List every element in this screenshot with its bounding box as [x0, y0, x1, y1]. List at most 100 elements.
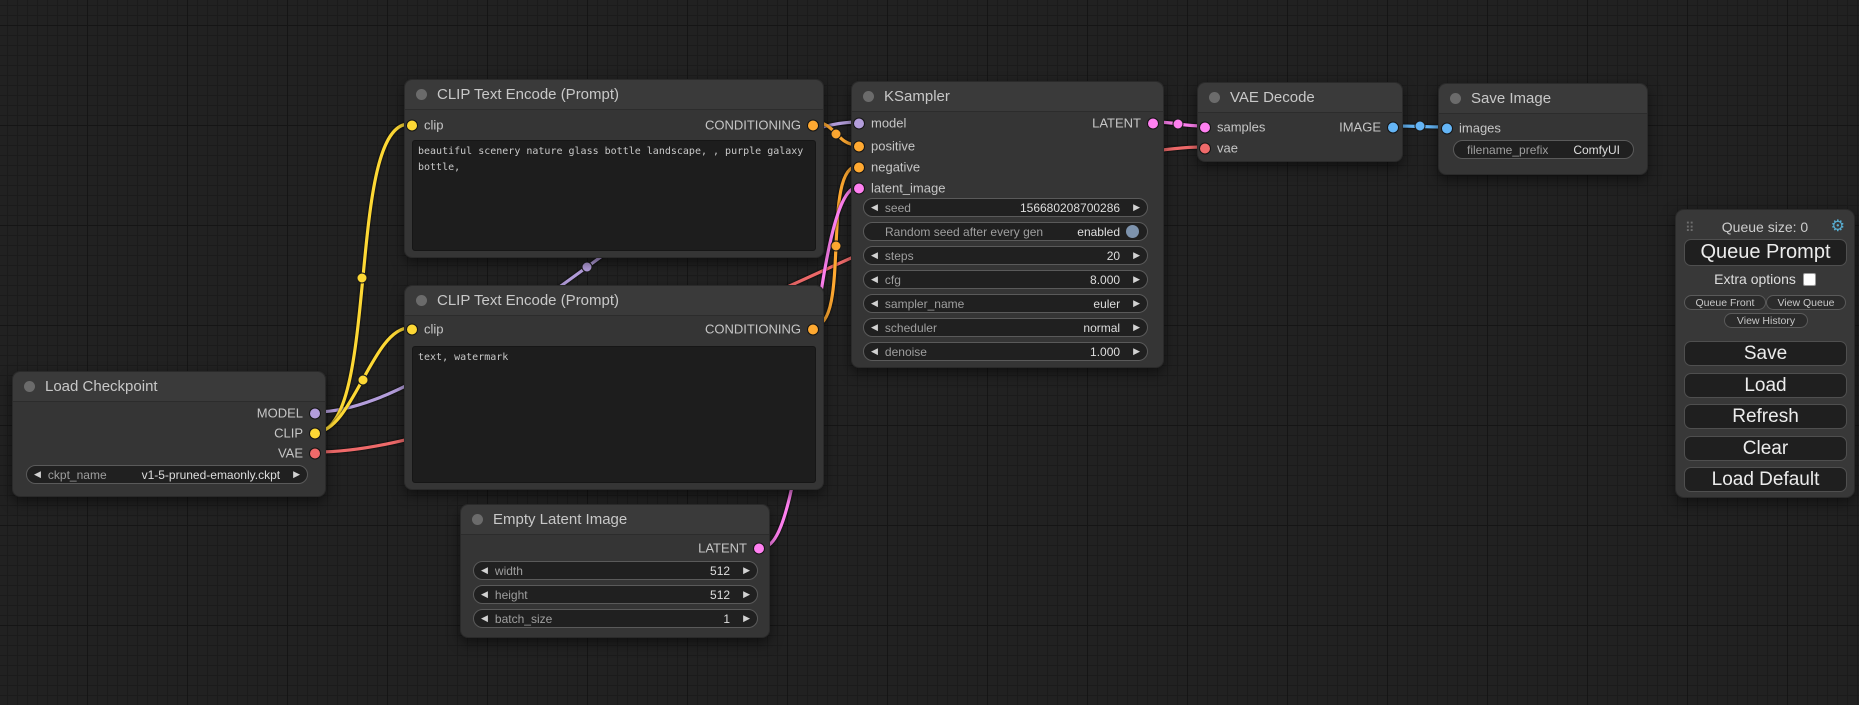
prompt-textarea[interactable]: text, watermark	[412, 346, 816, 483]
queue-front-button[interactable]: Queue Front	[1684, 295, 1766, 310]
filename-prefix-widget[interactable]: filename_prefix ComfyUI	[1453, 140, 1634, 159]
collapse-dot-icon[interactable]	[472, 514, 483, 525]
extra-options-row: Extra options	[1676, 271, 1854, 287]
arrow-left-icon[interactable]: ◀	[871, 322, 878, 332]
output-port-latent: LATENT	[1092, 116, 1158, 131]
arrow-right-icon[interactable]: ▶	[293, 469, 300, 479]
denoise-widget[interactable]: ◀ denoise 1.000 ▶	[863, 342, 1148, 361]
node-title: Load Checkpoint	[45, 378, 158, 395]
collapse-dot-icon[interactable]	[863, 91, 874, 102]
node-title-bar[interactable]: CLIP Text Encode (Prompt)	[405, 286, 823, 316]
conditioning-port-dot[interactable]	[854, 141, 864, 151]
node-title-bar[interactable]: Save Image	[1439, 84, 1647, 114]
latent-port-dot[interactable]	[854, 183, 864, 193]
vae-port-dot[interactable]	[1200, 143, 1210, 153]
height-widget[interactable]: ◀ height 512 ▶	[473, 585, 758, 604]
conditioning-port-dot[interactable]	[808, 120, 818, 130]
arrow-right-icon[interactable]: ▶	[743, 589, 750, 599]
image-port-dot[interactable]	[1388, 122, 1398, 132]
arrow-right-icon[interactable]: ▶	[743, 613, 750, 623]
toggle-dot-icon[interactable]	[1126, 225, 1139, 238]
conditioning-port-dot[interactable]	[808, 324, 818, 334]
image-port-dot[interactable]	[1442, 123, 1452, 133]
steps-widget[interactable]: ◀ steps 20 ▶	[863, 246, 1148, 265]
clip-port-dot[interactable]	[407, 120, 417, 130]
sampler-name-widget[interactable]: ◀ sampler_name euler ▶	[863, 294, 1148, 313]
input-port-negative: negative	[854, 160, 920, 175]
view-queue-button[interactable]: View Queue	[1766, 295, 1846, 310]
load-button[interactable]: Load	[1684, 373, 1847, 398]
node-clip-text-encode-negative[interactable]: CLIP Text Encode (Prompt) clip CONDITION…	[404, 285, 824, 490]
arrow-left-icon[interactable]: ◀	[871, 202, 878, 212]
refresh-button[interactable]: Refresh	[1684, 404, 1847, 429]
latent-port-dot[interactable]	[1148, 118, 1158, 128]
port-label: MODEL	[256, 405, 303, 421]
drag-handle-icon[interactable]: ⠿	[1685, 219, 1695, 235]
port-label: IMAGE	[1339, 119, 1381, 135]
arrow-left-icon[interactable]: ◀	[481, 613, 488, 623]
model-port-dot[interactable]	[854, 118, 864, 128]
input-port-positive: positive	[854, 139, 915, 154]
cfg-widget[interactable]: ◀ cfg 8.000 ▶	[863, 270, 1148, 289]
batch-size-widget[interactable]: ◀ batch_size 1 ▶	[473, 609, 758, 628]
node-title-bar[interactable]: CLIP Text Encode (Prompt)	[405, 80, 823, 110]
arrow-right-icon[interactable]: ▶	[743, 565, 750, 575]
arrow-left-icon[interactable]: ◀	[481, 589, 488, 599]
scheduler-widget[interactable]: ◀ scheduler normal ▶	[863, 318, 1148, 337]
clip-port-dot[interactable]	[407, 324, 417, 334]
node-title-bar[interactable]: KSampler	[852, 82, 1163, 112]
seed-widget[interactable]: ◀ seed 156680208700286 ▶	[863, 198, 1148, 217]
arrow-left-icon[interactable]: ◀	[481, 565, 488, 575]
load-default-button[interactable]: Load Default	[1684, 467, 1847, 492]
node-load-checkpoint[interactable]: Load Checkpoint MODEL CLIP VAE ◀ ckpt_na…	[12, 371, 326, 497]
view-history-button[interactable]: View History	[1724, 313, 1808, 328]
node-vae-decode[interactable]: VAE Decode samples vae IMAGE	[1197, 82, 1403, 162]
random-seed-widget[interactable]: Random seed after every gen enabled	[863, 222, 1148, 241]
prompt-textarea[interactable]: beautiful scenery nature glass bottle la…	[412, 140, 816, 251]
gear-icon[interactable]: ⚙	[1830, 218, 1845, 235]
node-title-bar[interactable]: Load Checkpoint	[13, 372, 325, 402]
arrow-right-icon[interactable]: ▶	[1133, 346, 1140, 356]
ckpt-name-widget[interactable]: ◀ ckpt_name v1-5-pruned-emaonly.ckpt ▶	[26, 465, 308, 484]
node-save-image[interactable]: Save Image images filename_prefix ComfyU…	[1438, 83, 1648, 175]
clear-button[interactable]: Clear	[1684, 436, 1847, 461]
link-dot-model	[581, 261, 593, 273]
arrow-right-icon[interactable]: ▶	[1133, 298, 1140, 308]
clip-port-dot[interactable]	[310, 428, 320, 438]
node-ksampler[interactable]: KSampler model positive negative latent_…	[851, 81, 1164, 368]
link-dot-clip1	[356, 272, 368, 284]
node-title-bar[interactable]: VAE Decode	[1198, 83, 1402, 113]
node-empty-latent-image[interactable]: Empty Latent Image LATENT ◀ width 512 ▶ …	[460, 504, 770, 638]
node-clip-text-encode-positive[interactable]: CLIP Text Encode (Prompt) clip CONDITION…	[404, 79, 824, 258]
arrow-left-icon[interactable]: ◀	[34, 469, 41, 479]
arrow-left-icon[interactable]: ◀	[871, 346, 878, 356]
port-label: clip	[424, 117, 444, 133]
extra-options-checkbox[interactable]	[1802, 272, 1816, 286]
arrow-right-icon[interactable]: ▶	[1133, 202, 1140, 212]
conditioning-port-dot[interactable]	[854, 162, 864, 172]
link-dot-positive	[830, 128, 842, 140]
collapse-dot-icon[interactable]	[24, 381, 35, 392]
collapse-dot-icon[interactable]	[416, 295, 427, 306]
save-button[interactable]: Save	[1684, 341, 1847, 366]
port-label: VAE	[277, 445, 303, 461]
arrow-left-icon[interactable]: ◀	[871, 298, 878, 308]
latent-port-dot[interactable]	[1200, 122, 1210, 132]
vae-port-dot[interactable]	[310, 448, 320, 458]
port-label: LATENT	[1092, 115, 1141, 131]
arrow-right-icon[interactable]: ▶	[1133, 322, 1140, 332]
width-widget[interactable]: ◀ width 512 ▶	[473, 561, 758, 580]
node-title-bar[interactable]: Empty Latent Image	[461, 505, 769, 535]
collapse-dot-icon[interactable]	[1209, 92, 1220, 103]
queue-prompt-button[interactable]: Queue Prompt	[1684, 239, 1847, 266]
collapse-dot-icon[interactable]	[416, 89, 427, 100]
arrow-right-icon[interactable]: ▶	[1133, 250, 1140, 260]
arrow-left-icon[interactable]: ◀	[871, 250, 878, 260]
model-port-dot[interactable]	[310, 408, 320, 418]
node-title: CLIP Text Encode (Prompt)	[437, 292, 620, 309]
collapse-dot-icon[interactable]	[1450, 93, 1461, 104]
arrow-right-icon[interactable]: ▶	[1133, 274, 1140, 284]
arrow-left-icon[interactable]: ◀	[871, 274, 878, 284]
latent-port-dot[interactable]	[754, 543, 764, 553]
